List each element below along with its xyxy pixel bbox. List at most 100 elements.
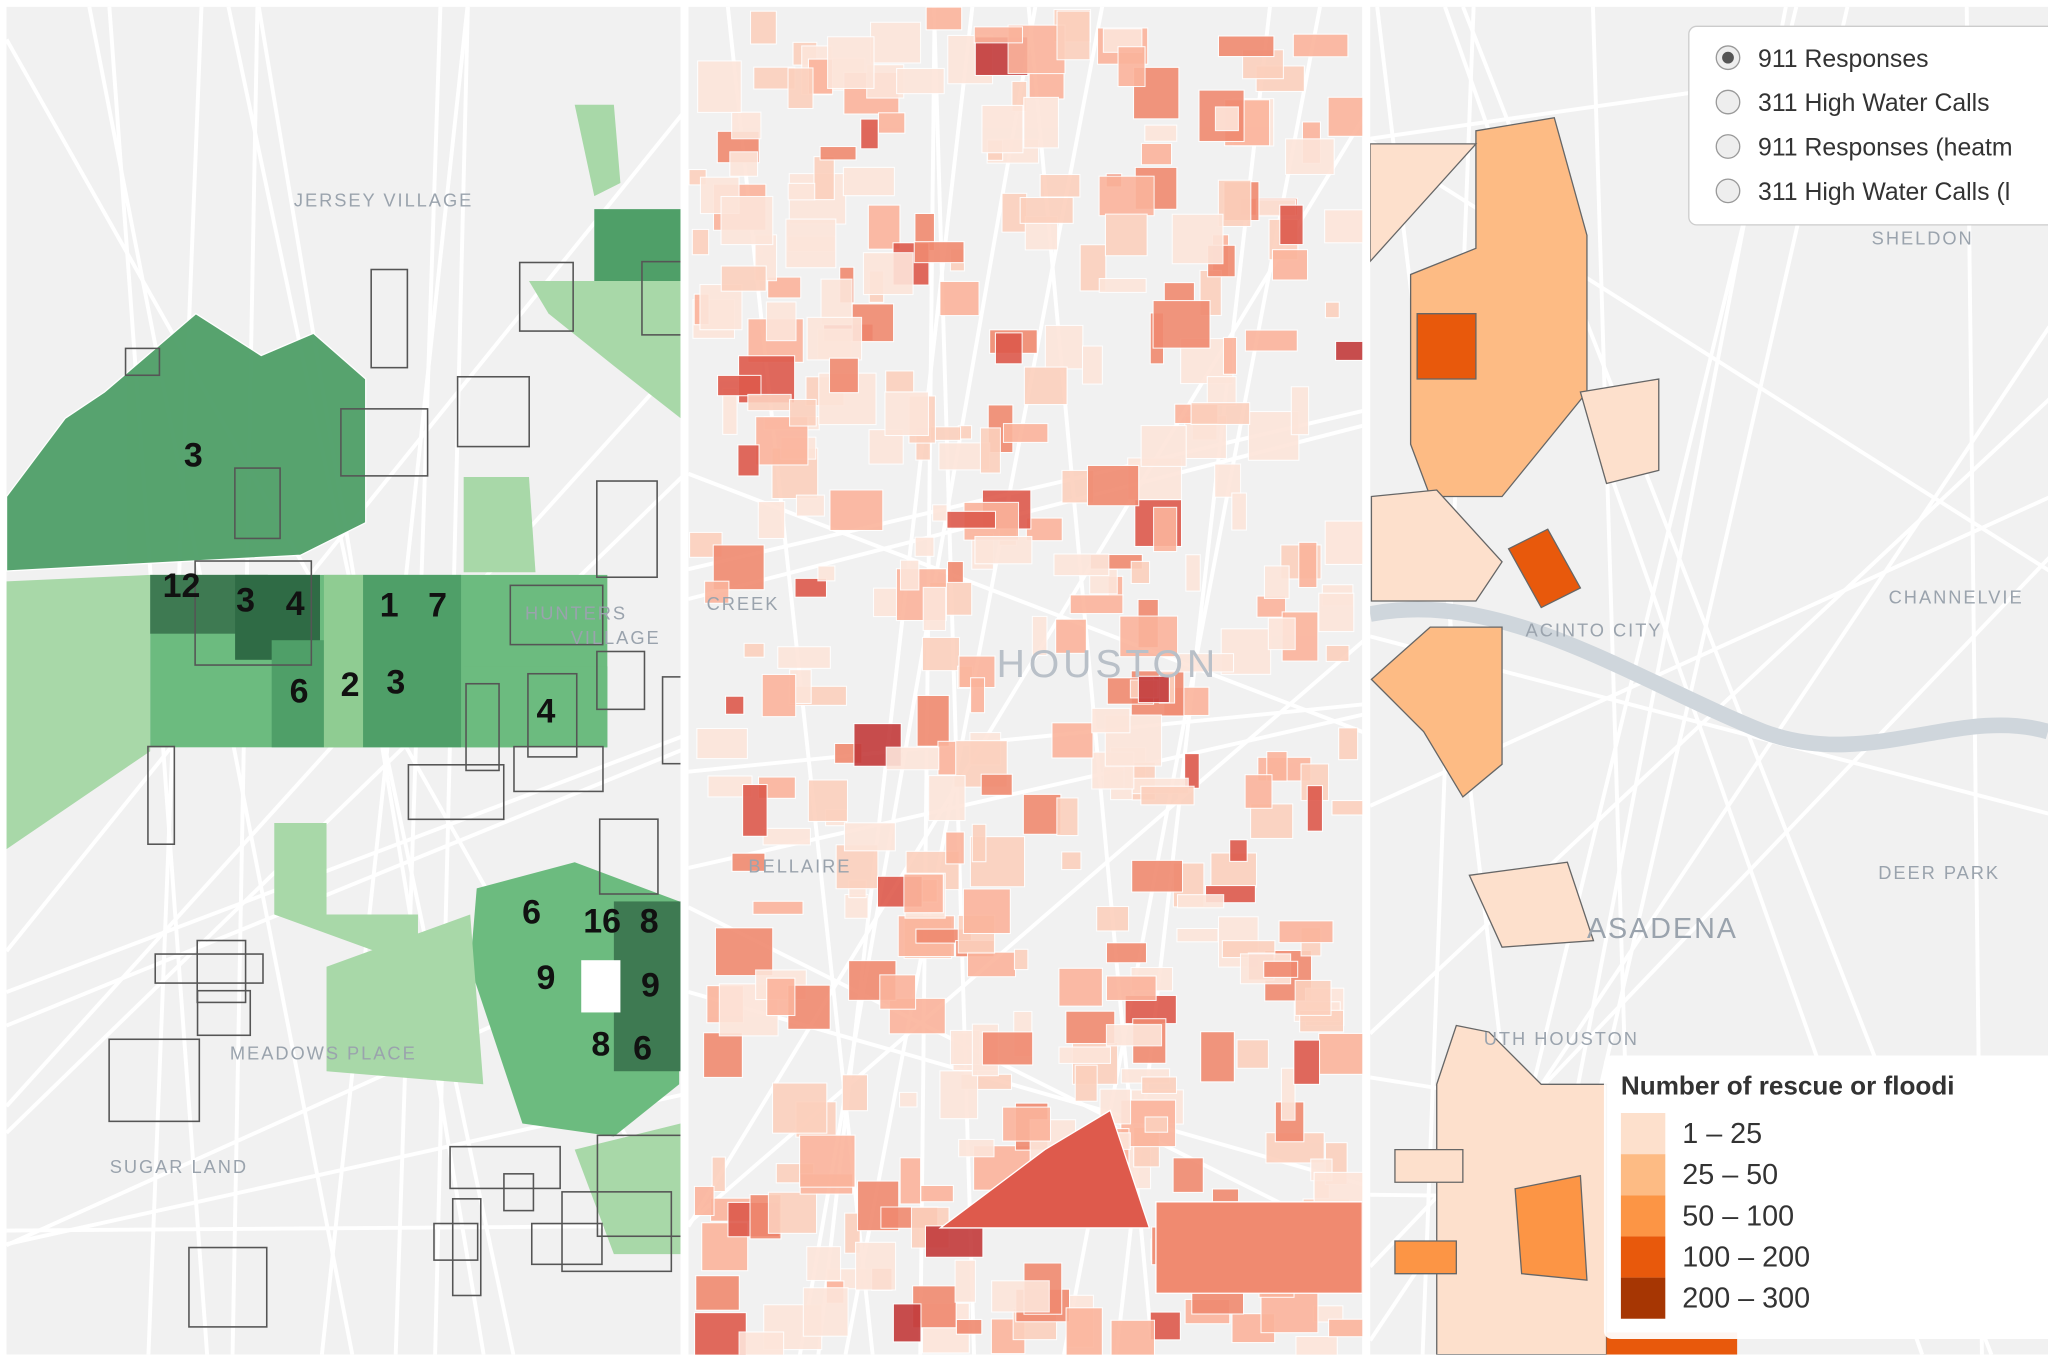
district [1250, 803, 1294, 839]
district [946, 561, 964, 585]
district [1155, 1201, 1363, 1294]
area-count: 7 [428, 587, 447, 625]
district [885, 370, 915, 393]
district [695, 1275, 740, 1311]
district [1231, 492, 1247, 531]
district [777, 646, 831, 669]
district [1318, 592, 1355, 633]
district [1002, 423, 1049, 443]
road [688, 115, 1363, 1228]
district [1153, 506, 1178, 553]
district [885, 746, 940, 771]
legend-swatch [1620, 1154, 1666, 1196]
legend-swatch [1620, 1195, 1666, 1237]
boundary [196, 939, 247, 1004]
district [1055, 618, 1087, 654]
district [799, 1134, 856, 1188]
district [1229, 839, 1248, 862]
layer-label[interactable]: 911 Responses [1758, 46, 1928, 73]
district [1091, 707, 1131, 734]
district [842, 166, 895, 197]
district [1263, 565, 1290, 599]
district [720, 195, 774, 246]
legend-label: 100 – 200 [1682, 1241, 1810, 1273]
district [750, 10, 777, 45]
layer-label[interactable]: 311 High Water Calls (l [1758, 179, 2010, 206]
radio-button[interactable] [1715, 134, 1741, 159]
district [1039, 173, 1081, 198]
district [1019, 196, 1074, 224]
district [916, 694, 950, 747]
district [1163, 282, 1195, 302]
place-label: HOUSTON [997, 643, 1220, 686]
district [828, 357, 859, 394]
district [1117, 46, 1146, 88]
place-label: SUGAR LAND [110, 1156, 248, 1177]
district [925, 6, 963, 31]
layer-option[interactable]: 911 Responses [1715, 45, 1929, 73]
legend-label: 1 – 25 [1682, 1118, 1762, 1150]
boundary [518, 261, 574, 332]
boundary [530, 1222, 603, 1266]
road [816, 6, 975, 1355]
district [806, 316, 863, 361]
boundary [234, 467, 281, 540]
district [743, 642, 765, 658]
district [1244, 774, 1273, 809]
boundary [456, 375, 530, 448]
area-count: 8 [591, 1025, 610, 1063]
district [1185, 554, 1201, 592]
layer-option[interactable]: 311 High Water Calls [1715, 89, 1990, 117]
boundary [465, 682, 500, 772]
boundary [596, 650, 646, 711]
road [797, 6, 1038, 1355]
road [688, 471, 1363, 734]
district [1176, 927, 1219, 943]
district [762, 827, 811, 846]
district [1031, 615, 1048, 657]
boundary [188, 1246, 268, 1328]
boundary [147, 745, 176, 845]
district [1149, 1311, 1181, 1341]
district [973, 26, 1024, 44]
road [688, 905, 1363, 1247]
place-label: CREEK [707, 593, 780, 614]
district [899, 1091, 918, 1108]
area-count: 12 [163, 567, 201, 605]
layer-option[interactable]: 911 Responses (heatm [1715, 134, 2013, 162]
layer-option[interactable]: 311 High Water Calls (l [1715, 178, 2010, 206]
district [817, 565, 836, 582]
radio-dot[interactable] [1722, 51, 1734, 64]
district [787, 182, 816, 201]
district [938, 1109, 1151, 1229]
district [1144, 1116, 1169, 1133]
district [1256, 595, 1287, 618]
district [1056, 797, 1079, 837]
radio-button[interactable] [1715, 89, 1741, 115]
place-label: ACINTO CITY [1526, 619, 1663, 640]
layer-label[interactable]: 911 Responses (heatm [1758, 135, 2013, 162]
radio-button[interactable] [1715, 178, 1741, 204]
district [1074, 1064, 1098, 1102]
district [1280, 1067, 1296, 1121]
place-label: MEADOWS PLACE [230, 1042, 417, 1063]
district [1290, 386, 1310, 436]
layer-control [1688, 25, 2048, 226]
boundary [451, 1198, 482, 1297]
district [1086, 464, 1140, 507]
district [1318, 1032, 1363, 1075]
place-label: CHANNELVIE [1889, 587, 2024, 608]
area-count: 4 [537, 692, 556, 730]
boundary [596, 1134, 681, 1238]
district [1140, 142, 1173, 166]
layer-label[interactable]: 311 High Water Calls [1758, 90, 1990, 117]
district [870, 21, 922, 64]
district [1105, 1024, 1163, 1047]
district [1051, 722, 1094, 759]
district [1327, 96, 1363, 137]
boundary [407, 764, 505, 821]
district [841, 1074, 868, 1112]
district [717, 374, 762, 397]
district [691, 228, 710, 256]
district [703, 1032, 743, 1078]
